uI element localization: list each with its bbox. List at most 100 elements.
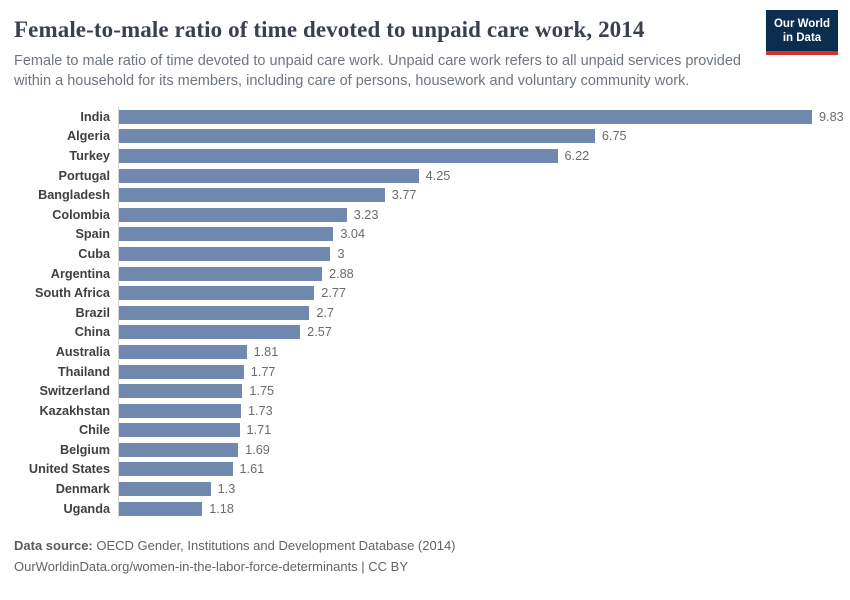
bar-row: Colombia 3.23 — [14, 204, 836, 225]
bar-row: Switzerland 1.75 — [14, 381, 836, 401]
bar-plot: 3.77 — [118, 185, 836, 205]
bar-plot: 6.75 — [118, 126, 836, 147]
bar-row: Turkey 6.22 — [14, 146, 836, 166]
bar-plot: 2.7 — [118, 302, 836, 323]
value-label: 1.81 — [253, 344, 279, 359]
value-label: 1.75 — [249, 384, 275, 399]
country-label: Australia — [55, 344, 110, 359]
data-source-label: Data source: — [14, 538, 93, 554]
value-label: 4.25 — [425, 168, 451, 183]
bar-row: South Africa 2.77 — [14, 283, 836, 303]
value-label: 2.57 — [307, 325, 332, 340]
country-label: Turkey — [69, 148, 110, 163]
bar-row: Bangladesh 3.77 — [14, 185, 836, 205]
footer-separator: | — [357, 559, 369, 575]
bar[interactable] — [119, 482, 211, 497]
bar[interactable] — [119, 246, 331, 261]
bar-plot: 1.75 — [118, 381, 836, 401]
bar[interactable] — [119, 442, 239, 457]
bar-plot: 2.57 — [118, 322, 836, 343]
country-label: India — [80, 109, 110, 124]
bar-row: Brazil 2.7 — [14, 302, 836, 323]
owid-logo-line1: Our World — [773, 18, 830, 30]
owid-logo[interactable]: Our World in Data — [766, 10, 838, 55]
bar[interactable] — [119, 364, 244, 379]
value-label: 3.04 — [340, 227, 366, 242]
bar[interactable] — [119, 129, 595, 144]
country-label: China — [74, 325, 110, 340]
country-label: Bangladesh — [38, 188, 110, 203]
value-label: 1.77 — [250, 364, 276, 379]
bar-row: China 2.57 — [14, 322, 836, 343]
page-title: Female-to-male ratio of time devoted to … — [14, 17, 645, 42]
country-label: Spain — [75, 227, 110, 242]
bar-row: Algeria 6.75 — [14, 126, 836, 147]
bar-row: Spain 3.04 — [14, 224, 836, 245]
value-label: 2.77 — [321, 286, 346, 301]
bar[interactable] — [119, 286, 315, 301]
bar-plot: 1.61 — [118, 459, 836, 480]
value-label: 9.83 — [819, 109, 844, 124]
bar-plot: 1.71 — [118, 420, 836, 441]
value-label: 1.71 — [246, 423, 272, 438]
bar[interactable] — [119, 462, 233, 477]
data-source-text: OECD Gender, Institutions and Developmen… — [92, 538, 456, 554]
country-label: Denmark — [55, 482, 110, 497]
bar[interactable] — [119, 168, 419, 183]
bar[interactable] — [119, 207, 347, 222]
country-label: Belgium — [59, 442, 110, 457]
bar-plot: 9.83 — [118, 107, 844, 127]
bar-plot: 2.88 — [118, 263, 836, 284]
country-label: Cuba — [78, 246, 110, 261]
country-label: Brazil — [75, 305, 110, 320]
bar[interactable] — [119, 227, 334, 242]
bar[interactable] — [119, 188, 385, 203]
bar-row: Cuba 3 — [14, 244, 836, 264]
value-label: 1.61 — [239, 462, 265, 477]
value-label: 3.77 — [391, 188, 417, 203]
country-label: Uganda — [63, 501, 110, 516]
bar-plot: 1.73 — [118, 400, 836, 421]
bar-row: Thailand 1.77 — [14, 361, 836, 382]
bar[interactable] — [119, 344, 247, 359]
country-label: United States — [28, 462, 110, 477]
value-label: 3 — [337, 246, 345, 261]
bar-row: Argentina 2.88 — [14, 263, 836, 284]
bar-row: United States 1.61 — [14, 459, 836, 480]
bar[interactable] — [119, 501, 203, 516]
bar-plot: 6.22 — [118, 146, 836, 166]
bar[interactable] — [119, 266, 323, 281]
value-label: 2.88 — [329, 266, 354, 281]
bar-chart: India 9.83 Algeria 6.75 Turkey 6.22 Portugal 4.… — [14, 107, 844, 519]
value-label: 6.75 — [601, 129, 627, 144]
bar-plot: 1.3 — [118, 479, 836, 499]
bar-plot: 4.25 — [118, 165, 836, 186]
bar-row: Denmark 1.3 — [14, 479, 836, 499]
country-label: Kazakhstan — [39, 403, 110, 418]
bar-plot: 3 — [118, 244, 836, 264]
country-label: South Africa — [35, 286, 110, 301]
country-label: Colombia — [52, 207, 110, 222]
bar[interactable] — [119, 109, 812, 124]
country-label: Portugal — [58, 168, 110, 183]
license-line: OurWorldinData.org/women-in-the-labor-fo… — [14, 556, 836, 577]
bar-plot: 3.23 — [118, 204, 836, 225]
license-label: CC BY — [368, 559, 409, 575]
bar[interactable] — [119, 403, 241, 418]
bar-plot: 2.77 — [118, 283, 836, 303]
bar-row: Portugal 4.25 — [14, 165, 836, 186]
bar[interactable] — [119, 148, 558, 163]
owid-url-link[interactable]: OurWorldinData.org/women-in-the-labor-fo… — [14, 559, 358, 575]
bar[interactable] — [119, 423, 240, 438]
bar-plot: 1.77 — [118, 361, 836, 382]
value-label: 1.73 — [247, 403, 273, 418]
bar-plot: 3.04 — [118, 224, 836, 245]
value-label: 2.7 — [316, 305, 334, 320]
bar-row: Kazakhstan 1.73 — [14, 400, 836, 421]
bar-plot: 1.81 — [118, 342, 836, 362]
bar[interactable] — [119, 384, 243, 399]
bar[interactable] — [119, 325, 301, 340]
bar[interactable] — [119, 305, 310, 320]
value-label: 6.22 — [564, 148, 590, 163]
